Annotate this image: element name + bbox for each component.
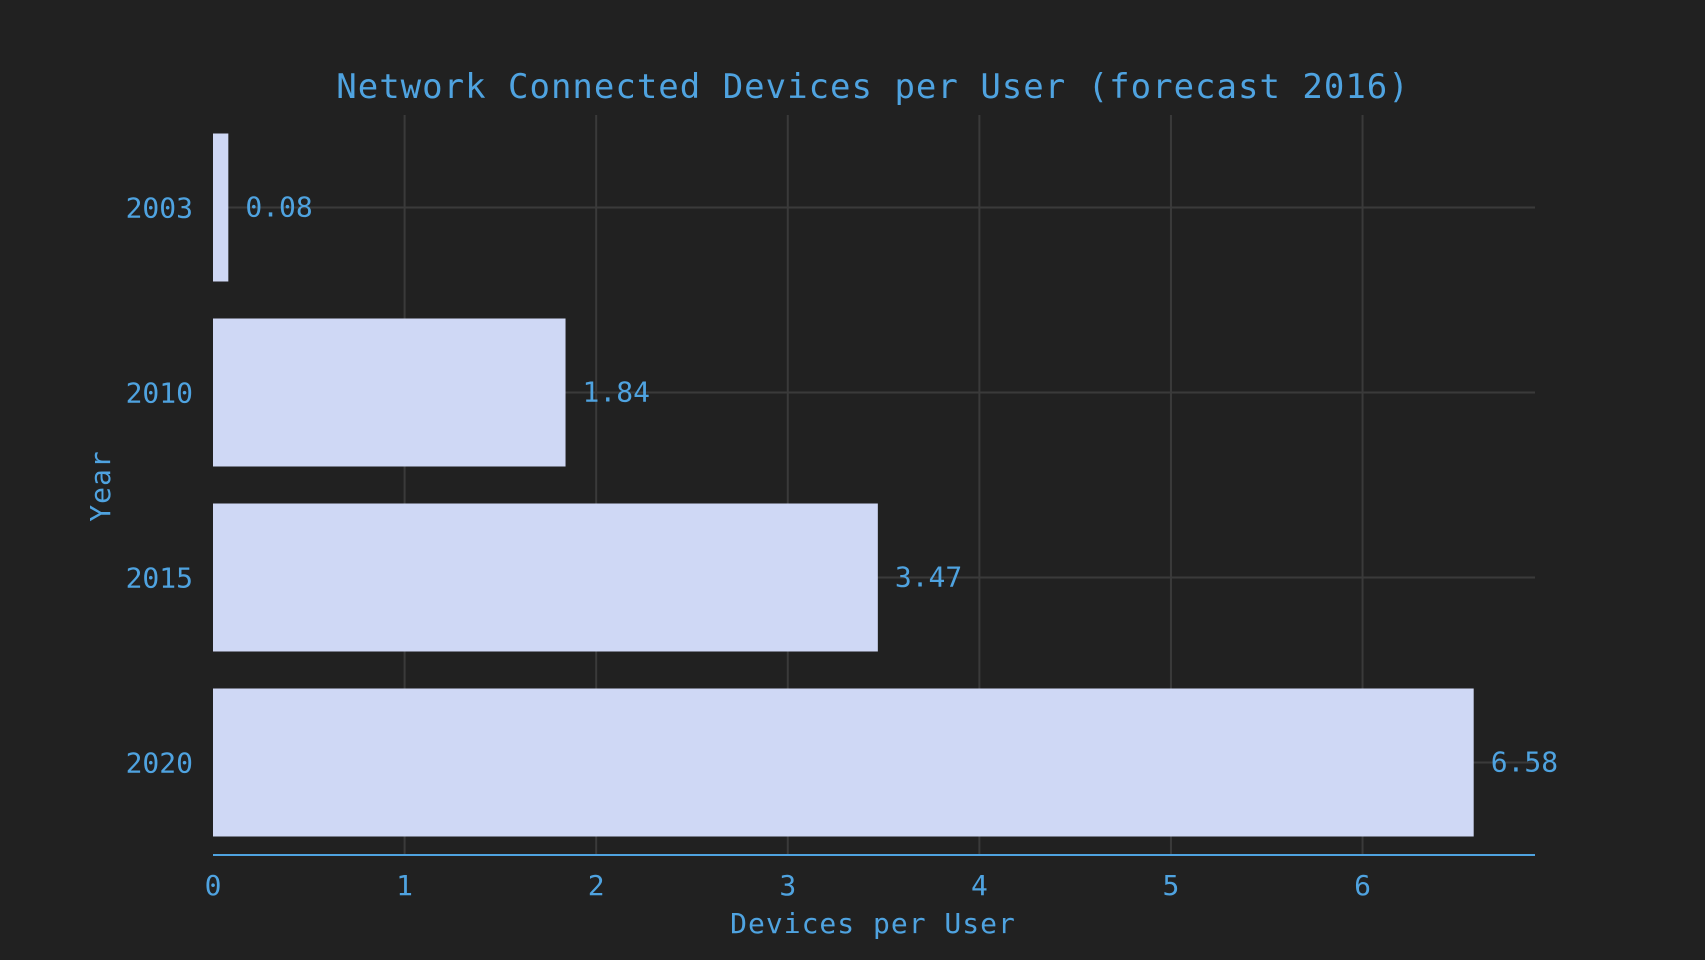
value-label-2003: 0.08 xyxy=(245,191,312,224)
bar-2010[interactable] xyxy=(213,318,566,467)
chart-title: Network Connected Devices per User (fore… xyxy=(336,67,1410,107)
y-axis-title: Year xyxy=(84,450,117,521)
y-tick-label: 2003 xyxy=(126,192,193,225)
value-label-2010: 1.84 xyxy=(583,376,650,409)
x-tick-label: 1 xyxy=(396,869,413,902)
value-label-2015: 3.47 xyxy=(895,561,962,594)
bar-2003[interactable] xyxy=(213,133,229,282)
x-axis-title: Devices per User xyxy=(730,907,1016,940)
x-tick-label: 3 xyxy=(779,869,796,902)
y-tick-label: 2015 xyxy=(126,562,193,595)
x-tick-label: 5 xyxy=(1163,869,1180,902)
bar-2020[interactable] xyxy=(213,688,1474,837)
y-tick-label: 2020 xyxy=(126,747,193,780)
bar-2015[interactable] xyxy=(213,503,878,652)
x-tick-label: 6 xyxy=(1354,869,1371,902)
value-label-2020: 6.58 xyxy=(1491,746,1558,779)
y-tick-labels: 2003 2010 2015 2020 xyxy=(126,192,193,780)
y-tick-label: 2010 xyxy=(126,377,193,410)
x-tick-label: 4 xyxy=(971,869,988,902)
bars xyxy=(213,133,1474,837)
x-tick-label: 2 xyxy=(588,869,605,902)
value-labels: 0.08 1.84 3.47 6.58 xyxy=(245,191,1558,779)
x-tick-label: 0 xyxy=(205,869,222,902)
x-tick-labels: 0 1 2 3 4 5 6 xyxy=(205,869,1371,902)
